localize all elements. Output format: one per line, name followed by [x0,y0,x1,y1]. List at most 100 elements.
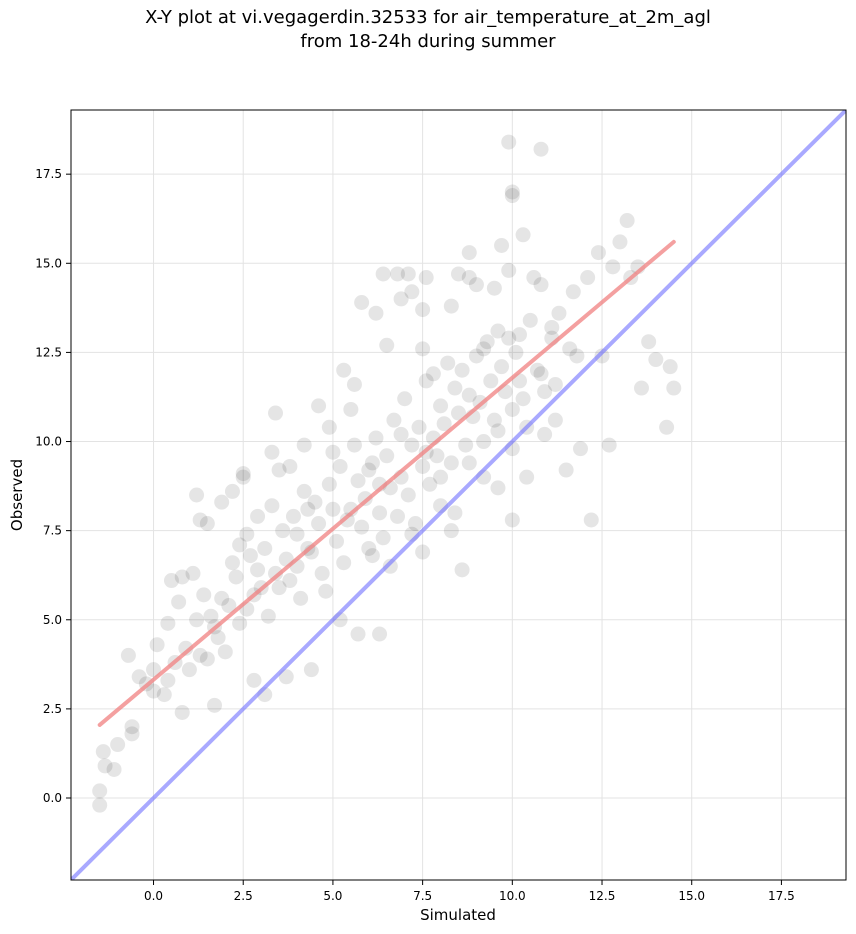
scatter-point [271,580,287,596]
scatter-point [440,355,456,371]
scatter-point [393,291,409,307]
scatter-point [476,341,492,357]
scatter-point [250,562,266,578]
scatter-point [522,312,538,328]
scatter-point [364,455,380,471]
scatter-point [361,540,377,556]
scatter-point [196,587,212,603]
scatter-point [307,494,323,510]
scatter-point [174,704,190,720]
scatter-point [246,672,262,688]
scatter-point [533,141,549,157]
scatter-point [303,662,319,678]
scatter-point [461,270,477,286]
scatter-point [271,462,287,478]
scatter-point [268,405,284,421]
scatter-point [397,391,413,407]
scatter-point [339,512,355,528]
scatter-point [346,437,362,453]
scatter-point [569,348,585,364]
scatter-point [544,319,560,335]
scatter-point [156,687,172,703]
scatter-point [461,387,477,403]
scatter-point [178,640,194,656]
x-tick-label: 7.5 [413,889,432,903]
scatter-point [490,480,506,496]
scatter-point [662,359,678,375]
scatter-point [458,437,474,453]
scatter-point [547,376,563,392]
scatter-point [533,277,549,293]
x-tick-label: 17.5 [768,889,795,903]
scatter-point [562,341,578,357]
scatter-point [199,516,215,532]
x-tick-label: 0.0 [144,889,163,903]
scatter-point [612,234,628,250]
scatter-point [264,444,280,460]
scatter-point [296,437,312,453]
scatter-point [207,697,223,713]
scatter-point [400,266,416,282]
scatter-point [228,569,244,585]
scatter-point [285,508,301,524]
scatter-point [404,284,420,300]
scatter-point [282,573,298,589]
scatter-point [174,569,190,585]
scatter-point [106,761,122,777]
scatter-point [468,348,484,364]
scatter-point [354,295,370,310]
scatter-point [447,505,463,521]
scatter-point [364,548,380,564]
scatter-point [415,458,431,474]
x-tick-label: 2.5 [234,889,253,903]
scatter-point [264,498,280,514]
scatter-point [418,373,434,389]
scatter-point [490,323,506,339]
scatter-point [379,448,395,464]
scatter-point [235,466,251,482]
scatter-point [461,455,477,471]
scatter-point [515,391,531,407]
scatter-point [468,277,484,293]
reference-lines [71,110,846,880]
scatter-point [300,501,316,517]
scatter-point [221,598,237,614]
y-axis-ticks: 0.0 2.5 5.0 7.5 10.0 12.5 15.0 17.5 [35,167,71,805]
scatter-point [282,458,298,474]
scatter-point [372,626,388,642]
scatter-point [192,647,208,663]
scatter-point [504,512,520,528]
scatter-point [325,501,341,517]
scatter-point [120,647,136,663]
chart-subtitle: from 18-24h during summer [300,31,556,52]
scatter-point [490,423,506,439]
scatter-point [382,558,398,574]
scatter-point [372,505,388,521]
scatter-point [97,758,113,774]
scatter-point [533,366,549,382]
scatter-point [659,419,675,435]
scatter-point [289,526,305,542]
scatter-point [379,337,395,353]
scatter-point [311,516,327,532]
scatter-point [336,362,352,378]
scatter-point [390,266,406,282]
scatter-point [494,237,510,253]
scatter-point [189,487,205,503]
scatter-point [146,662,162,678]
scatter-point [293,590,309,606]
y-axis-label: Observed [8,459,26,531]
scatter-point [189,612,205,628]
scatter-point [551,305,567,321]
fit-line [97,239,676,727]
scatter-point [454,362,470,378]
scatter-point [346,376,362,392]
y-tick-label: 2.5 [43,702,62,716]
scatter-point [415,544,431,560]
scatter-point [404,437,420,453]
scatter-point [92,783,108,799]
scatter-point [192,512,208,528]
scatter-point [368,430,384,446]
